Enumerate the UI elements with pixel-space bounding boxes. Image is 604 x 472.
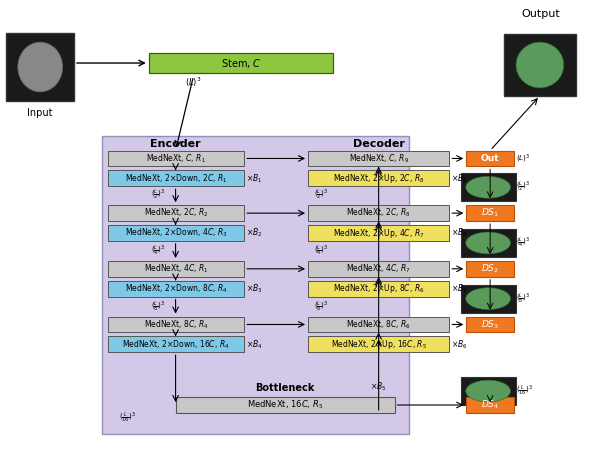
Text: $(\frac{L}{16})^3$: $(\frac{L}{16})^3$	[516, 384, 533, 398]
Text: MedNeXt, 2$\times$Down, 8$C$, $R_4$: MedNeXt, 2$\times$Down, 8$C$, $R_4$	[125, 282, 227, 295]
FancyBboxPatch shape	[461, 173, 516, 201]
Text: MedNeXt, 16$C$, $R_5$: MedNeXt, 16$C$, $R_5$	[247, 399, 323, 411]
Text: MedNeXt, 2$\times$Down, 4$C$, $R_3$: MedNeXt, 2$\times$Down, 4$C$, $R_3$	[125, 227, 227, 239]
Ellipse shape	[516, 42, 564, 88]
Text: $DS_4$: $DS_4$	[481, 399, 500, 411]
FancyBboxPatch shape	[108, 205, 244, 221]
Text: $(\frac{L}{2})^3$: $(\frac{L}{2})^3$	[516, 180, 530, 194]
Text: $(\frac{L}{16})^3$: $(\frac{L}{16})^3$	[119, 411, 137, 425]
Text: $(\frac{L}{4})^3$: $(\frac{L}{4})^3$	[314, 244, 328, 258]
Ellipse shape	[466, 232, 510, 254]
Text: MedNeXt, 4$C$, $R_7$: MedNeXt, 4$C$, $R_7$	[346, 262, 411, 275]
FancyBboxPatch shape	[308, 281, 449, 296]
FancyBboxPatch shape	[149, 53, 333, 73]
Text: MedNeXt, 8$C$, $R_6$: MedNeXt, 8$C$, $R_6$	[346, 318, 411, 331]
Text: MedNeXt, $C$, $R_9$: MedNeXt, $C$, $R_9$	[349, 152, 409, 165]
Text: MedNeXt, $C$, $R_1$: MedNeXt, $C$, $R_1$	[146, 152, 206, 165]
Text: $(\frac{L}{2})^3$: $(\frac{L}{2})^3$	[314, 188, 328, 202]
Text: $(\frac{L}{8})^3$: $(\frac{L}{8})^3$	[516, 292, 530, 306]
FancyBboxPatch shape	[308, 317, 449, 332]
FancyBboxPatch shape	[108, 281, 244, 296]
Text: $DS_2$: $DS_2$	[481, 262, 499, 275]
Text: $(\frac{L}{4})^3$: $(\frac{L}{4})^3$	[150, 244, 165, 258]
Text: MedNeXt, 2$C$, $R_8$: MedNeXt, 2$C$, $R_8$	[346, 207, 411, 219]
FancyBboxPatch shape	[108, 170, 244, 186]
Text: $(L)^3$: $(L)^3$	[516, 152, 530, 165]
FancyBboxPatch shape	[308, 205, 449, 221]
Text: $\times B_3$: $\times B_3$	[246, 282, 263, 295]
Text: MedNeXt, 2$\times$Up, 2$C$, $R_8$: MedNeXt, 2$\times$Up, 2$C$, $R_8$	[333, 172, 425, 185]
Text: $\times B_2$: $\times B_2$	[246, 227, 263, 239]
FancyBboxPatch shape	[466, 261, 514, 277]
FancyBboxPatch shape	[308, 151, 449, 167]
FancyBboxPatch shape	[108, 317, 244, 332]
Text: $\times B_9$: $\times B_9$	[451, 172, 468, 185]
FancyBboxPatch shape	[308, 261, 449, 277]
FancyBboxPatch shape	[108, 337, 244, 352]
Text: $DS_3$: $DS_3$	[481, 318, 499, 331]
Text: Out: Out	[481, 154, 500, 163]
Text: Encoder: Encoder	[150, 139, 201, 149]
FancyBboxPatch shape	[461, 229, 516, 257]
FancyBboxPatch shape	[308, 225, 449, 241]
Text: $DS_1$: $DS_1$	[481, 207, 499, 219]
Text: Output: Output	[521, 9, 561, 19]
Text: $\times B_4$: $\times B_4$	[246, 338, 263, 351]
Text: $(L)^3$: $(L)^3$	[185, 76, 202, 89]
FancyBboxPatch shape	[504, 34, 576, 96]
Text: $\times B_8$: $\times B_8$	[451, 227, 468, 239]
Text: MedNeXt, 2$\times$Up, 4$C$, $R_7$: MedNeXt, 2$\times$Up, 4$C$, $R_7$	[333, 227, 425, 239]
Text: Stem, $C$: Stem, $C$	[220, 57, 261, 69]
Text: $(\frac{L}{4})^3$: $(\frac{L}{4})^3$	[516, 236, 530, 250]
Text: Bottleneck: Bottleneck	[255, 383, 315, 393]
Text: MedNeXt, 8$C$, $R_4$: MedNeXt, 8$C$, $R_4$	[144, 318, 208, 331]
Ellipse shape	[18, 42, 63, 92]
Text: $(\frac{L}{2})^3$: $(\frac{L}{2})^3$	[150, 188, 165, 202]
Ellipse shape	[466, 380, 510, 402]
FancyBboxPatch shape	[7, 33, 74, 101]
Text: $(\frac{L}{8})^3$: $(\frac{L}{8})^3$	[314, 300, 328, 314]
FancyBboxPatch shape	[108, 151, 244, 167]
Text: MedNeXt, 4$C$, $R_1$: MedNeXt, 4$C$, $R_1$	[144, 262, 208, 275]
Text: $(\frac{L}{8})^3$: $(\frac{L}{8})^3$	[150, 300, 165, 314]
FancyBboxPatch shape	[108, 261, 244, 277]
FancyBboxPatch shape	[461, 285, 516, 312]
Text: $\times B_5$: $\times B_5$	[370, 380, 387, 393]
Text: MedNeXt, 2$C$, $R_2$: MedNeXt, 2$C$, $R_2$	[144, 207, 208, 219]
FancyBboxPatch shape	[308, 170, 449, 186]
FancyBboxPatch shape	[466, 317, 514, 332]
Ellipse shape	[466, 177, 510, 198]
Text: Decoder: Decoder	[353, 139, 405, 149]
FancyBboxPatch shape	[466, 151, 514, 167]
Text: $\times B_7$: $\times B_7$	[451, 282, 468, 295]
FancyBboxPatch shape	[308, 337, 449, 352]
Text: MedNeXt, 2$\times$Down, 16$C$, $R_4$: MedNeXt, 2$\times$Down, 16$C$, $R_4$	[123, 338, 230, 351]
Text: MedNeXt, 2$\times$Up, 16$C$, $R_5$: MedNeXt, 2$\times$Up, 16$C$, $R_5$	[330, 338, 426, 351]
Text: Input: Input	[27, 108, 53, 118]
Ellipse shape	[466, 288, 510, 310]
FancyBboxPatch shape	[108, 225, 244, 241]
FancyBboxPatch shape	[466, 205, 514, 221]
FancyBboxPatch shape	[102, 135, 408, 434]
Text: $\times B_6$: $\times B_6$	[451, 338, 468, 351]
Text: MedNeXt, 2$\times$Down, 2$C$, $R_1$: MedNeXt, 2$\times$Down, 2$C$, $R_1$	[125, 172, 227, 185]
FancyBboxPatch shape	[466, 397, 514, 413]
FancyBboxPatch shape	[176, 397, 394, 413]
FancyBboxPatch shape	[461, 377, 516, 405]
Text: MedNeXt, 2$\times$Up, 8$C$, $R_6$: MedNeXt, 2$\times$Up, 8$C$, $R_6$	[333, 282, 425, 295]
Text: $\times B_1$: $\times B_1$	[246, 172, 263, 185]
